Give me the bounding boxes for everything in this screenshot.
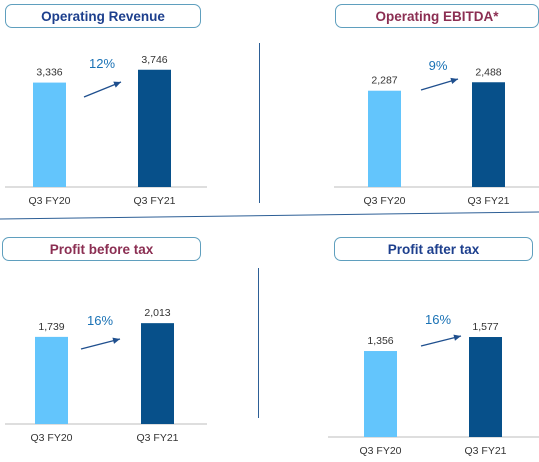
profit-after-tax-bar-fy20 bbox=[364, 351, 397, 437]
operating-revenue-value-label: 3,336 bbox=[36, 67, 62, 79]
profit-after-tax-value-label: 1,356 bbox=[367, 335, 393, 347]
profit-before-tax-growth-arrowhead bbox=[112, 337, 120, 344]
profit-after-tax-growth-arrowhead bbox=[453, 334, 461, 341]
profit-after-tax-x-tick-label: Q3 FY20 bbox=[359, 445, 401, 457]
operating-ebitda-x-tick-label: Q3 FY20 bbox=[363, 195, 405, 207]
profit-before-tax-chart: 1,739 Q3 FY20 2,013 Q3 FY21 16% bbox=[5, 307, 207, 444]
operating-revenue-growth-label: 12% bbox=[89, 56, 115, 71]
operating-ebitda-chart: 2,287 Q3 FY20 2,488 Q3 FY21 9% bbox=[334, 58, 539, 207]
operating-revenue-bar-fy21 bbox=[138, 69, 171, 187]
profit-before-tax-x-tick-label: Q3 FY21 bbox=[136, 432, 178, 444]
profit-after-tax-title: Profit after tax bbox=[334, 237, 533, 261]
operating-ebitda-title: Operating EBITDA* bbox=[335, 4, 539, 28]
profit-after-tax-value-label: 1,577 bbox=[472, 321, 498, 333]
profit-before-tax-growth-label: 16% bbox=[87, 313, 113, 328]
operating-revenue-chart: 3,336 Q3 FY20 3,746 Q3 FY21 12% bbox=[5, 54, 207, 207]
vertical-divider-bottom bbox=[258, 268, 259, 418]
profit-after-tax-bar-fy21 bbox=[469, 337, 502, 437]
vertical-divider-top bbox=[259, 43, 260, 203]
profit-after-tax-panel: Profit after tax 1,356 Q3 FY20 1,577 Q3 FY2… bbox=[320, 237, 539, 457]
profit-after-tax-x-tick-label: Q3 FY21 bbox=[464, 445, 506, 457]
profit-before-tax-value-label: 1,739 bbox=[38, 321, 64, 333]
operating-ebitda-growth-label: 9% bbox=[429, 58, 448, 73]
operating-ebitda-growth-arrowhead bbox=[450, 77, 458, 85]
operating-revenue-title: Operating Revenue bbox=[5, 4, 201, 28]
profit-before-tax-bar-fy20 bbox=[35, 336, 68, 424]
operating-ebitda-x-tick-label: Q3 FY21 bbox=[467, 195, 509, 207]
profit-before-tax-panel: Profit before tax 1,739 Q3 FY20 2,013 Q3 FY… bbox=[0, 237, 215, 457]
operating-revenue-bar-fy20 bbox=[33, 82, 66, 187]
profit-before-tax-title: Profit before tax bbox=[2, 237, 201, 261]
operating-ebitda-bar-fy20 bbox=[368, 90, 401, 187]
profit-before-tax-value-label: 2,013 bbox=[144, 307, 170, 319]
profit-after-tax-chart: 1,356 Q3 FY20 1,577 Q3 FY21 16% bbox=[328, 312, 539, 457]
operating-revenue-x-tick-label: Q3 FY20 bbox=[28, 195, 70, 207]
operating-revenue-value-label: 3,746 bbox=[141, 54, 167, 66]
profit-after-tax-growth-label: 16% bbox=[425, 312, 451, 327]
profit-before-tax-x-tick-label: Q3 FY20 bbox=[30, 432, 72, 444]
profit-before-tax-bar-fy21 bbox=[141, 323, 174, 424]
operating-revenue-panel: Operating Revenue 3,336 Q3 FY20 3,746 Q3 FY… bbox=[0, 4, 215, 209]
operating-ebitda-bar-fy21 bbox=[472, 82, 505, 187]
operating-revenue-growth-arrowhead bbox=[113, 81, 121, 88]
operating-revenue-x-tick-label: Q3 FY21 bbox=[133, 195, 175, 207]
operating-ebitda-value-label: 2,287 bbox=[371, 75, 397, 87]
operating-ebitda-value-label: 2,488 bbox=[475, 66, 501, 78]
operating-ebitda-panel: Operating EBITDA* 2,287 Q3 FY20 2,488 Q3 FY… bbox=[320, 4, 539, 209]
